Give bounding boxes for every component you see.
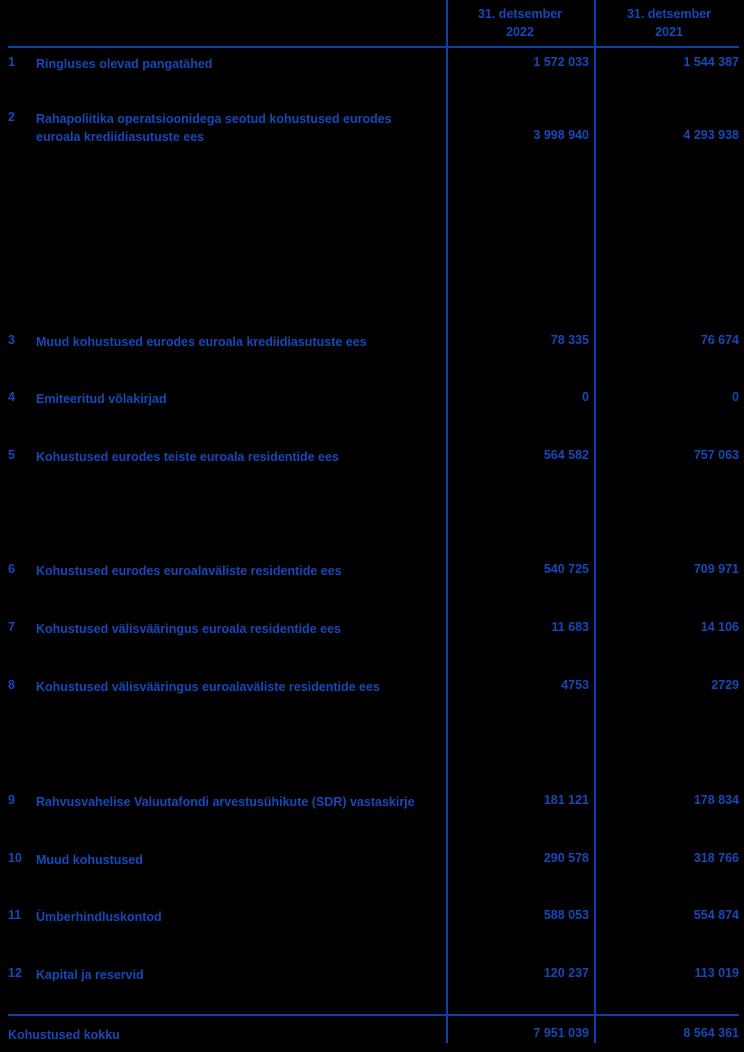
column-header-2021: 31. detsember 2021 <box>596 5 742 41</box>
column-header-year: 2021 <box>655 25 683 39</box>
row-label: Ringluses olevad pangatähed <box>36 57 213 71</box>
row-label: Muud kohustused eurodes euroala krediidi… <box>36 335 367 349</box>
value-2022: 120 237 <box>543 966 589 980</box>
total-value-2022: 7 951 039 <box>533 1026 589 1040</box>
value-2021: 0 <box>732 390 739 404</box>
value-2022: 3 998 940 <box>533 128 589 142</box>
row-number: 12 <box>8 966 22 980</box>
row-number: 10 <box>8 851 22 865</box>
row-label: Kohustused välisvääringus euroala reside… <box>36 622 341 636</box>
value-2021: 2729 <box>711 678 739 692</box>
value-2022: 181 121 <box>543 793 589 807</box>
row-number: 6 <box>8 562 15 576</box>
value-2022: 1 572 033 <box>533 55 589 69</box>
row-label: Kohustused eurodes teiste euroala reside… <box>36 450 339 464</box>
row-number: 7 <box>8 620 15 634</box>
column-divider-2 <box>594 0 596 1043</box>
value-2022: 4753 <box>561 678 589 692</box>
row-number: 4 <box>8 390 15 404</box>
column-divider-1 <box>446 0 448 1043</box>
value-2021: 709 971 <box>693 562 739 576</box>
value-2021: 1 544 387 <box>683 55 739 69</box>
row-number: 3 <box>8 333 15 347</box>
value-2021: 318 766 <box>693 851 739 865</box>
row-number: 5 <box>8 448 15 462</box>
value-2021: 76 674 <box>700 333 739 347</box>
total-rule <box>8 1014 739 1016</box>
column-header-2022: 31. detsember 2022 <box>447 5 593 41</box>
value-2021: 113 019 <box>694 966 740 980</box>
column-header-year: 2022 <box>506 25 534 39</box>
value-2022: 564 582 <box>543 448 589 462</box>
value-2022: 11 683 <box>551 620 589 634</box>
value-2022: 290 578 <box>543 851 589 865</box>
row-label: Kohustused eurodes euroalaväliste reside… <box>36 564 342 578</box>
header-rule <box>8 46 739 48</box>
total-value-2021: 8 564 361 <box>683 1026 739 1040</box>
row-label: Kapital ja reservid <box>36 968 144 982</box>
value-2021: 14 106 <box>700 620 739 634</box>
row-label: Rahapoliitika operatsioonidega seotud ko… <box>36 112 392 144</box>
row-label: Rahvusvahelise Valuutafondi arvestusühik… <box>36 795 415 809</box>
row-label: Kohustused välisvääringus euroalaväliste… <box>36 680 380 694</box>
row-number: 11 <box>8 908 22 922</box>
row-number: 8 <box>8 678 15 692</box>
value-2021: 757 063 <box>693 448 739 462</box>
row-number: 9 <box>8 793 15 807</box>
value-2021: 178 834 <box>693 793 739 807</box>
value-2021: 554 874 <box>693 908 739 922</box>
total-label: Kohustused kokku <box>8 1028 120 1042</box>
row-label: Ümberhindluskontod <box>36 910 162 924</box>
value-2022: 0 <box>582 390 589 404</box>
row-label: Muud kohustused <box>36 853 143 867</box>
value-2021: 4 293 938 <box>683 128 739 142</box>
row-number: 2 <box>8 110 15 124</box>
value-2022: 78 335 <box>550 333 589 347</box>
value-2022: 540 725 <box>543 562 589 576</box>
row-number: 1 <box>8 55 15 69</box>
column-header-date-line: 31. detsember <box>626 7 712 21</box>
value-2022: 588 053 <box>543 908 589 922</box>
row-label: Emiteeritud võlakirjad <box>36 392 167 406</box>
column-header-date-line: 31. detsember <box>477 7 563 21</box>
